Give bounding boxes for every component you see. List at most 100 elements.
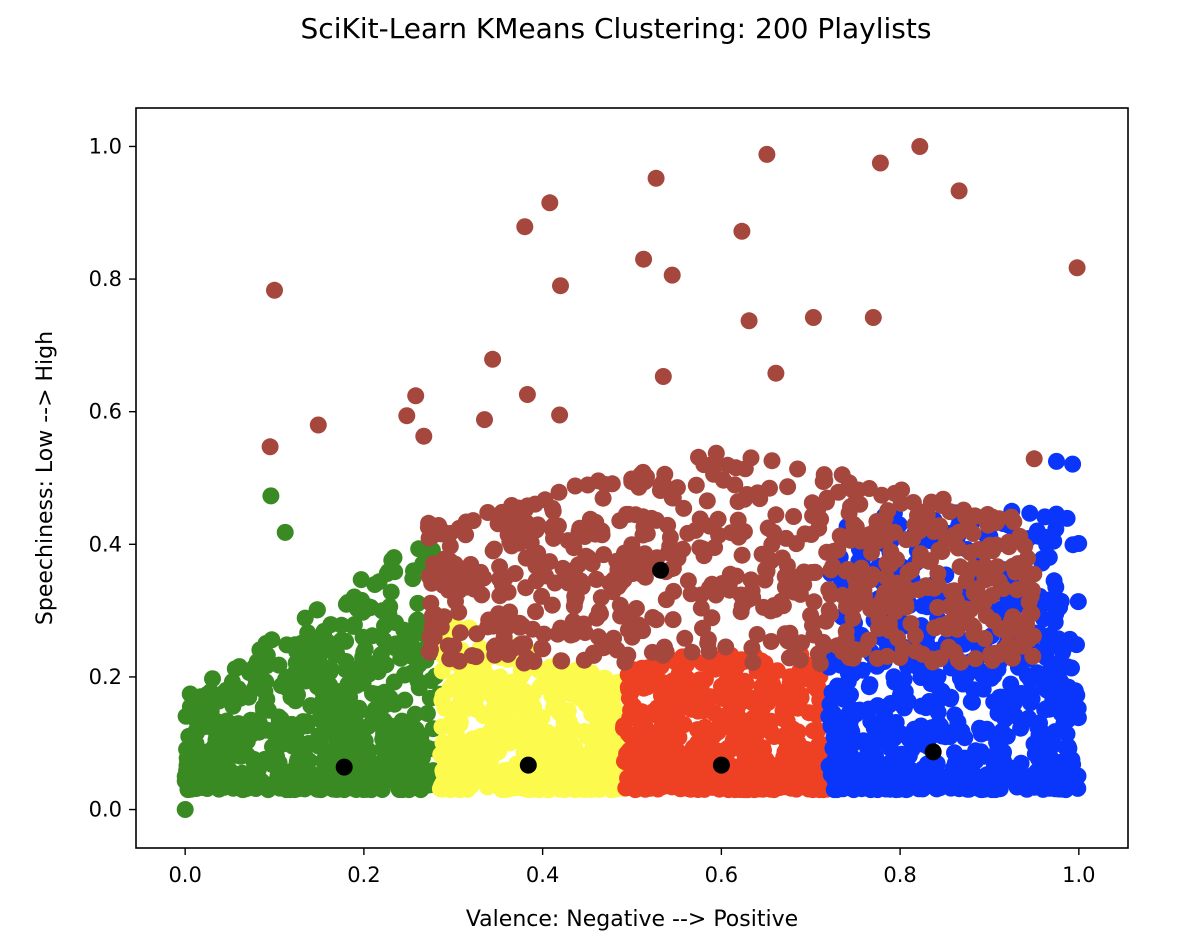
data-point — [195, 718, 213, 736]
data-point — [868, 518, 886, 536]
x-tick-label: 0.0 — [168, 863, 201, 887]
data-point — [976, 630, 994, 647]
data-point — [1019, 549, 1036, 567]
data-point — [472, 727, 490, 745]
data-point — [1036, 701, 1054, 719]
data-point — [524, 620, 542, 638]
data-point — [579, 476, 597, 494]
data-point — [730, 528, 748, 546]
data-point — [860, 480, 878, 497]
centroid-layer — [335, 561, 942, 776]
data-point — [496, 569, 514, 587]
data-point — [1061, 630, 1079, 648]
data-point — [701, 517, 719, 535]
data-point — [1025, 450, 1043, 468]
data-point — [398, 407, 416, 425]
data-point — [366, 576, 384, 593]
data-point — [476, 411, 493, 429]
data-point — [415, 427, 433, 445]
data-point — [356, 732, 374, 750]
data-point — [709, 723, 727, 741]
data-point — [441, 679, 459, 697]
data-point — [893, 481, 911, 499]
data-point — [176, 801, 194, 818]
centroid-point — [335, 758, 353, 776]
data-point — [288, 642, 306, 660]
data-point — [892, 686, 909, 704]
data-point — [225, 716, 243, 733]
y-tick-label: 0.2 — [89, 665, 122, 689]
data-point — [892, 494, 910, 512]
data-point — [923, 773, 941, 791]
data-point — [670, 728, 688, 746]
data-point — [491, 777, 509, 795]
data-point — [1045, 532, 1063, 550]
data-point — [994, 747, 1012, 765]
data-point — [744, 653, 762, 671]
data-point — [1028, 664, 1046, 682]
data-point — [541, 194, 559, 212]
data-point — [772, 592, 790, 610]
data-point — [407, 387, 425, 405]
data-point — [729, 731, 747, 749]
data-point — [176, 767, 194, 785]
data-point — [644, 609, 662, 626]
data-point — [451, 746, 469, 764]
data-point — [507, 506, 525, 524]
data-point — [531, 678, 549, 696]
data-point — [765, 728, 783, 745]
data-point — [742, 571, 760, 589]
data-point — [1020, 593, 1038, 611]
data-point — [450, 582, 468, 600]
data-point — [595, 546, 613, 564]
data-point — [752, 767, 770, 785]
data-point — [695, 702, 713, 720]
data-point — [1050, 669, 1068, 687]
data-point — [538, 756, 556, 774]
data-point — [937, 728, 954, 746]
data-point — [918, 579, 936, 596]
data-point — [959, 515, 977, 533]
data-point — [904, 530, 922, 548]
data-point — [963, 617, 981, 635]
data-point — [638, 468, 655, 486]
data-point — [726, 476, 744, 494]
data-point — [618, 505, 635, 523]
data-point — [900, 730, 918, 748]
data-point — [895, 670, 913, 688]
data-point — [779, 478, 797, 496]
data-point — [860, 530, 878, 548]
data-point — [407, 623, 425, 641]
data-point — [498, 619, 516, 637]
data-point — [706, 453, 724, 471]
data-point — [759, 519, 777, 537]
data-point — [828, 754, 846, 772]
data-point — [435, 550, 453, 568]
data-point — [257, 673, 275, 691]
data-point — [754, 780, 772, 798]
data-point — [965, 559, 983, 577]
data-point — [321, 702, 339, 720]
data-point — [1034, 780, 1052, 798]
data-point — [883, 774, 900, 792]
data-point — [528, 779, 546, 797]
data-point — [593, 695, 611, 713]
data-point — [767, 686, 784, 704]
data-point — [632, 748, 650, 766]
data-point — [1058, 509, 1076, 527]
data-point — [906, 516, 924, 534]
data-point — [386, 563, 404, 581]
data-point — [623, 470, 641, 488]
data-point — [1037, 649, 1055, 667]
data-point — [668, 777, 686, 795]
data-point — [951, 558, 969, 576]
data-point — [361, 778, 379, 796]
data-point — [360, 665, 378, 683]
data-point — [213, 751, 230, 769]
data-point — [376, 617, 393, 635]
data-point — [366, 701, 384, 718]
data-point — [841, 527, 859, 545]
data-point — [356, 640, 374, 658]
data-point — [197, 704, 215, 722]
data-point — [731, 781, 748, 798]
